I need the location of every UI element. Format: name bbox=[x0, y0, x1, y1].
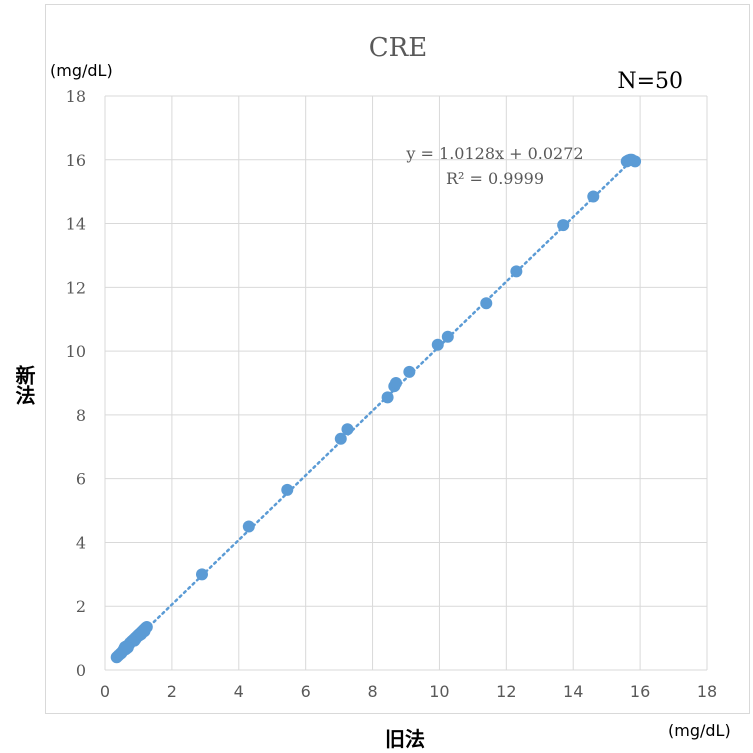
trendline bbox=[113, 155, 637, 661]
x-tick-label: 8 bbox=[367, 682, 377, 701]
y-tick-label: 12 bbox=[66, 278, 86, 297]
r-squared-label: R² = 0.9999 bbox=[446, 169, 544, 188]
data-point bbox=[403, 365, 416, 378]
data-point bbox=[139, 621, 152, 634]
x-axis-unit: (mg/dL) bbox=[668, 721, 731, 740]
y-tick-label: 14 bbox=[66, 215, 86, 234]
data-point bbox=[557, 219, 570, 232]
x-tick-label: 2 bbox=[167, 682, 177, 701]
grid-lines bbox=[104, 95, 708, 671]
x-tick-label: 14 bbox=[563, 682, 583, 701]
x-tick-label: 18 bbox=[697, 682, 717, 701]
y-tick-label: 0 bbox=[76, 661, 86, 680]
data-point bbox=[622, 154, 635, 167]
y-tick-label: 2 bbox=[76, 597, 86, 616]
x-tick-label: 16 bbox=[630, 682, 650, 701]
data-point bbox=[389, 377, 402, 389]
x-axis-label: 旧法 bbox=[385, 727, 425, 751]
chart-title: CRE bbox=[369, 33, 427, 63]
data-point bbox=[121, 641, 134, 654]
data-point bbox=[587, 190, 600, 203]
data-point bbox=[431, 338, 444, 351]
y-tick-label: 10 bbox=[66, 342, 86, 361]
x-tick-label: 10 bbox=[429, 682, 449, 701]
data-point bbox=[381, 391, 394, 404]
x-tick-label: 12 bbox=[496, 682, 516, 701]
x-tick-label: 4 bbox=[234, 682, 244, 701]
data-point bbox=[510, 265, 523, 278]
y-tick-label: 8 bbox=[76, 406, 86, 425]
y-axis-label: 新法 bbox=[12, 364, 36, 406]
y-tick-label: 16 bbox=[66, 151, 86, 170]
data-point bbox=[441, 330, 454, 343]
data-points bbox=[110, 153, 642, 664]
y-axis-unit: (mg/dL) bbox=[50, 61, 113, 80]
data-point bbox=[334, 432, 347, 445]
data-point bbox=[341, 423, 354, 436]
data-point bbox=[480, 297, 493, 310]
trendline-equation: y = 1.0128x + 0.0272 bbox=[405, 144, 583, 163]
data-point bbox=[195, 568, 208, 581]
trendline-layer bbox=[113, 155, 637, 661]
axes: 0 2 4 6 8 10 12 14 16 18 0 2 4 6 8 10 12 14 16 18 bbox=[66, 87, 718, 701]
n-annotation: N=50 bbox=[617, 69, 683, 94]
y-tick-label: 18 bbox=[66, 87, 86, 106]
data-point bbox=[242, 520, 255, 533]
data-point bbox=[281, 483, 294, 496]
chart-frame bbox=[45, 4, 750, 714]
y-tick-label: 6 bbox=[76, 470, 86, 489]
x-tick-label: 6 bbox=[301, 682, 311, 701]
y-tick-label: 4 bbox=[76, 533, 86, 552]
x-tick-label: 0 bbox=[100, 682, 110, 701]
